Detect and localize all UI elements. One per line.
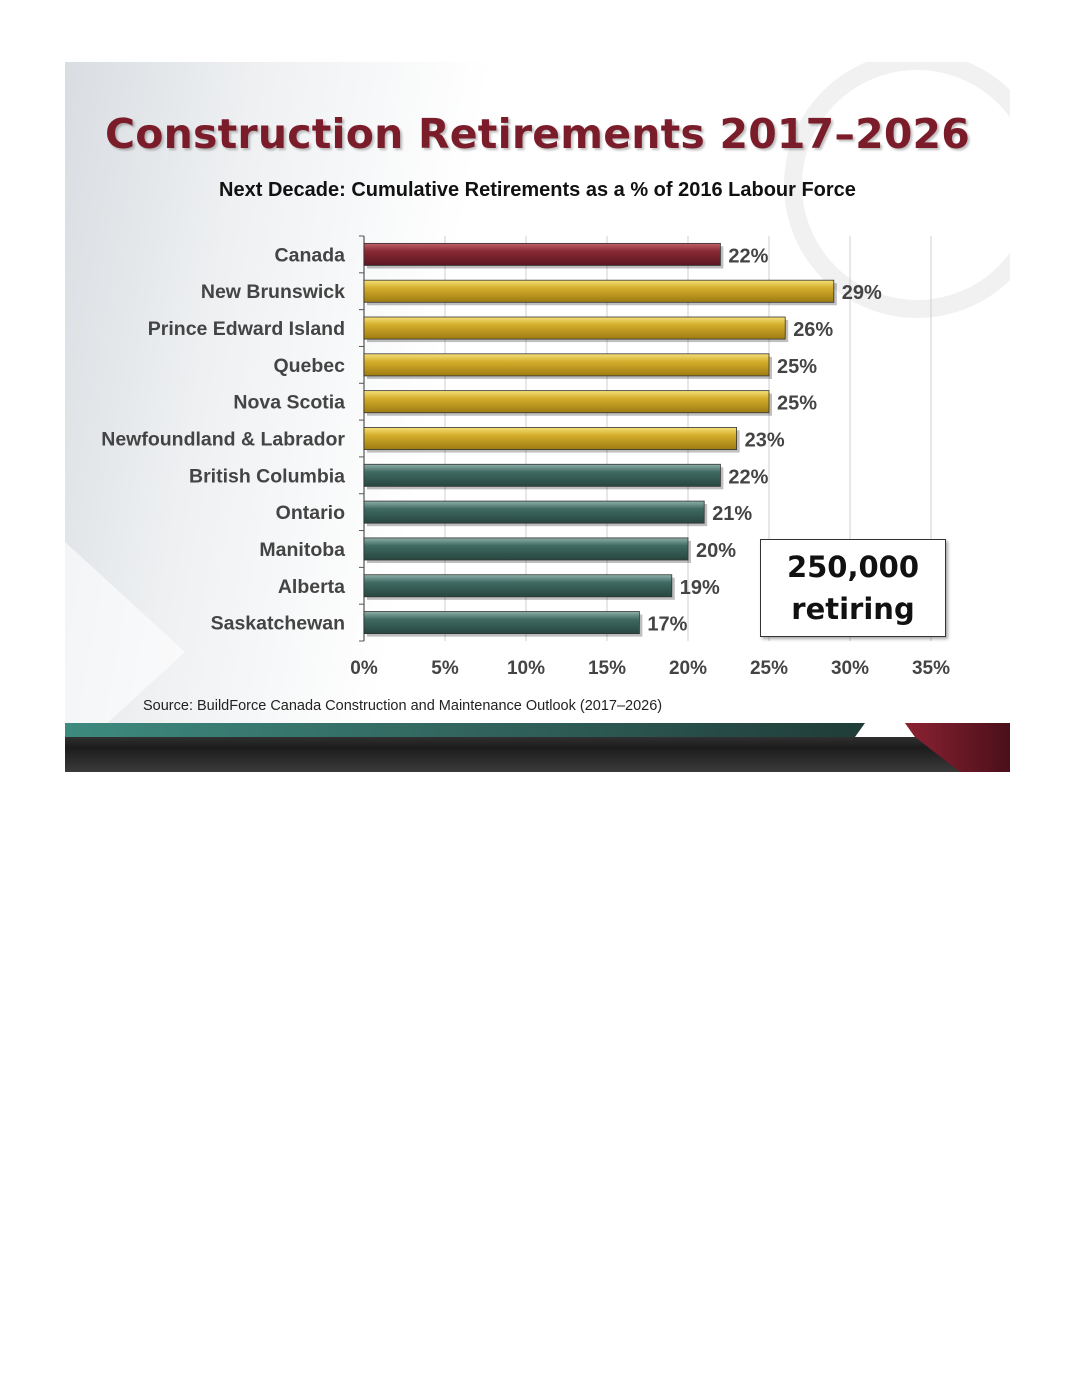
bar xyxy=(363,500,705,524)
category-label: New Brunswick xyxy=(201,281,345,303)
callout-text: retiring xyxy=(791,592,915,626)
bar xyxy=(363,463,721,487)
data-label: 29% xyxy=(842,282,882,304)
bar xyxy=(363,279,835,303)
category-label: Nova Scotia xyxy=(233,392,345,414)
x-tick-label: 15% xyxy=(588,658,626,679)
data-label: 26% xyxy=(793,319,833,341)
retiring-callout-box: 250,000 retiring xyxy=(760,539,946,637)
data-label: 20% xyxy=(696,540,736,562)
data-label: 17% xyxy=(647,614,687,636)
callout-number: 250,000 xyxy=(786,550,920,584)
bar xyxy=(363,427,738,450)
x-tick-label: 20% xyxy=(669,658,707,679)
data-label: 21% xyxy=(712,503,752,525)
category-label: Quebec xyxy=(273,355,345,377)
category-label: Alberta xyxy=(278,576,345,598)
category-label: Canada xyxy=(275,244,346,266)
source-note: Source: BuildForce Canada Construction a… xyxy=(143,698,663,714)
x-tick-label: 25% xyxy=(750,658,788,679)
category-label: Prince Edward Island xyxy=(148,318,345,340)
data-label: 19% xyxy=(680,577,720,599)
chart-subtitle: Next Decade: Cumulative Retirements as a… xyxy=(219,179,856,201)
category-label: Ontario xyxy=(276,502,345,524)
bar xyxy=(363,574,673,598)
category-label: British Columbia xyxy=(189,465,345,487)
data-label: 22% xyxy=(728,245,768,267)
labels-layer: 0% 5% 10% 15% 20% 25% 30% 35% Canada 22% New Bruns… xyxy=(101,244,950,679)
category-label: Saskatchewan xyxy=(211,613,345,635)
bar xyxy=(363,316,786,340)
data-label: 25% xyxy=(777,356,817,378)
x-tick-label: 5% xyxy=(431,658,459,679)
bars-layer xyxy=(363,242,837,637)
x-tick-label: 0% xyxy=(350,658,378,679)
x-tick-label: 30% xyxy=(831,658,869,679)
slide: Construction Retirements 2017–2026 Next … xyxy=(65,62,1010,772)
data-label: 23% xyxy=(745,430,785,452)
bar xyxy=(363,242,721,266)
bar xyxy=(363,537,689,561)
category-label: Newfoundland & Labrador xyxy=(101,429,345,451)
category-label: Manitoba xyxy=(259,539,345,561)
x-tick-label: 10% xyxy=(507,658,545,679)
footer-band xyxy=(65,723,1010,772)
x-tick-label: 35% xyxy=(912,658,950,679)
data-label: 25% xyxy=(777,393,817,415)
bar xyxy=(363,353,770,377)
bar xyxy=(363,611,640,635)
bar-chart: 0% 5% 10% 15% 20% 25% 30% 35% Canada 22% New Bruns… xyxy=(101,235,950,679)
slide-title: Construction Retirements 2017–2026 xyxy=(104,110,971,158)
bar xyxy=(363,390,770,414)
data-label: 22% xyxy=(728,466,768,488)
